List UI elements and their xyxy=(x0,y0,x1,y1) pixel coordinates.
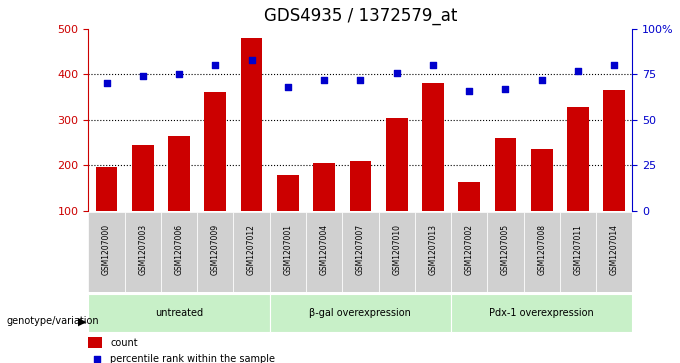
Text: GSM1207008: GSM1207008 xyxy=(537,224,546,275)
Text: GSM1207002: GSM1207002 xyxy=(464,224,474,275)
Text: genotype/variation: genotype/variation xyxy=(7,316,99,326)
Text: GSM1207000: GSM1207000 xyxy=(102,224,111,276)
Text: GSM1207005: GSM1207005 xyxy=(501,224,510,276)
Point xyxy=(537,77,547,83)
Title: GDS4935 / 1372579_at: GDS4935 / 1372579_at xyxy=(264,7,457,25)
Text: ▶: ▶ xyxy=(78,316,87,326)
Bar xyxy=(132,145,154,256)
Text: GSM1207006: GSM1207006 xyxy=(175,224,184,276)
Bar xyxy=(96,167,118,256)
Bar xyxy=(350,160,371,256)
Point xyxy=(391,70,402,76)
FancyBboxPatch shape xyxy=(415,212,451,292)
Point xyxy=(101,81,112,86)
FancyBboxPatch shape xyxy=(379,212,415,292)
Text: GSM1207003: GSM1207003 xyxy=(138,224,148,276)
Text: GSM1207011: GSM1207011 xyxy=(573,224,583,275)
FancyBboxPatch shape xyxy=(270,294,451,332)
Bar xyxy=(168,136,190,256)
Bar xyxy=(313,163,335,256)
Text: GSM1207009: GSM1207009 xyxy=(211,224,220,276)
Bar xyxy=(205,92,226,256)
FancyBboxPatch shape xyxy=(270,212,306,292)
Point xyxy=(573,68,583,74)
Point xyxy=(355,77,366,83)
FancyBboxPatch shape xyxy=(596,212,632,292)
FancyBboxPatch shape xyxy=(88,212,124,292)
Bar xyxy=(603,90,625,256)
Text: GSM1207014: GSM1207014 xyxy=(610,224,619,275)
Text: count: count xyxy=(110,338,138,348)
Bar xyxy=(458,182,480,256)
Text: GSM1207001: GSM1207001 xyxy=(284,224,292,275)
Text: GSM1207013: GSM1207013 xyxy=(428,224,437,275)
FancyBboxPatch shape xyxy=(233,212,270,292)
FancyBboxPatch shape xyxy=(451,294,632,332)
Bar xyxy=(567,107,589,256)
FancyBboxPatch shape xyxy=(342,212,379,292)
Text: Pdx-1 overexpression: Pdx-1 overexpression xyxy=(490,308,594,318)
Text: β-gal overexpression: β-gal overexpression xyxy=(309,308,411,318)
Text: GSM1207010: GSM1207010 xyxy=(392,224,401,275)
FancyBboxPatch shape xyxy=(560,212,596,292)
Point xyxy=(434,306,445,312)
FancyBboxPatch shape xyxy=(124,212,161,292)
Bar xyxy=(241,38,262,256)
Text: GSM1207012: GSM1207012 xyxy=(247,224,256,275)
Text: GSM1207004: GSM1207004 xyxy=(320,224,328,276)
Point xyxy=(282,84,293,90)
FancyBboxPatch shape xyxy=(524,212,560,292)
Bar xyxy=(88,337,102,348)
Bar xyxy=(422,82,444,256)
Bar xyxy=(277,175,299,256)
Text: percentile rank within the sample: percentile rank within the sample xyxy=(110,354,275,363)
Point xyxy=(500,86,511,92)
FancyBboxPatch shape xyxy=(451,212,488,292)
Bar xyxy=(531,149,553,256)
FancyBboxPatch shape xyxy=(161,212,197,292)
Point xyxy=(246,57,257,63)
Point xyxy=(464,88,475,94)
Point xyxy=(210,62,221,68)
Text: GSM1207007: GSM1207007 xyxy=(356,224,365,276)
Text: untreated: untreated xyxy=(155,308,203,318)
FancyBboxPatch shape xyxy=(488,212,524,292)
FancyBboxPatch shape xyxy=(197,212,233,292)
Bar xyxy=(494,138,516,256)
Point xyxy=(609,62,619,68)
FancyBboxPatch shape xyxy=(306,212,342,292)
Bar xyxy=(386,118,407,256)
Point xyxy=(319,77,330,83)
FancyBboxPatch shape xyxy=(88,294,270,332)
Point xyxy=(173,72,184,77)
Point xyxy=(137,73,148,79)
Point xyxy=(428,62,439,68)
